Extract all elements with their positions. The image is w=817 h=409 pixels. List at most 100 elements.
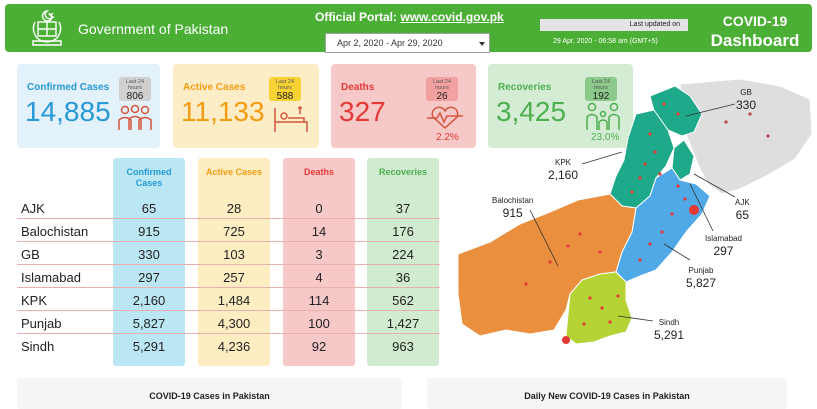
region-name: Punjab (21, 316, 62, 331)
case-dot (676, 184, 680, 188)
card-label: Confirmed Cases (27, 82, 110, 93)
last-updated-label: Last updated on (540, 19, 688, 31)
region-name: AJK (21, 201, 45, 216)
last-24h-value: 26 (436, 91, 448, 102)
map-label-balochistan: Balochistan 915 (492, 194, 533, 220)
deaths-column-bg (283, 158, 355, 366)
recovery-rate: 23.0% (591, 132, 620, 143)
map-label-name: Sindh (658, 318, 680, 327)
map-label-ajk: AJK 65 (735, 196, 750, 222)
last-24h-label: Last 24 hours (125, 79, 145, 91)
table-row: KPK 2,160 1,484 114 562 (17, 288, 440, 311)
portal-link[interactable]: www.covid.gov.pk (400, 10, 504, 24)
case-dot (660, 230, 664, 234)
pakistan-map-svg (457, 78, 813, 345)
map-label-gb: GB 330 (736, 86, 756, 112)
active-cell: 4,236 (217, 339, 251, 354)
card-label: Recoveries (498, 82, 552, 93)
column-header-recoveries: Recoveries (378, 167, 428, 177)
active-cell: 4,300 (217, 316, 251, 331)
map-label-name: AJK (735, 198, 750, 207)
map-label-name: KPK (555, 158, 572, 167)
map-label-value: 65 (735, 208, 750, 222)
case-dot (582, 322, 586, 326)
family-icon (586, 102, 620, 130)
case-dot (524, 282, 528, 286)
dashboard-title-line2: Dashboard (710, 31, 800, 50)
map-label-name: Islamabad (705, 234, 742, 243)
death-rate: 2.2% (436, 132, 459, 143)
region-name: Sindh (21, 339, 55, 354)
active-cell: 28 (226, 201, 242, 216)
region-name: Balochistan (21, 224, 89, 239)
cases-chart-panel-title: COVID-19 Cases in Pakistan (17, 378, 402, 409)
case-dot (588, 296, 592, 300)
case-dot (766, 134, 770, 138)
active-column-bg (198, 158, 270, 366)
case-dot (643, 162, 647, 166)
deaths-cell: 114 (308, 293, 330, 308)
table-row: Sindh 5,291 4,236 92 963 (17, 334, 440, 357)
last-24h-badge: Last 24 hours 26 (426, 77, 458, 102)
region-name: Islamabad (21, 270, 81, 285)
confirmed-cell: 2,160 (132, 293, 166, 308)
active-cell: 257 (223, 270, 245, 285)
pakistan-map[interactable]: GB 330 KPK 2,160 AJK 65 Islamabad 297 Ba… (450, 74, 815, 364)
government-title: Government of Pakistan (78, 21, 229, 37)
chevron-down-icon (479, 42, 485, 46)
map-label-islamabad: Islamabad 297 (705, 232, 742, 258)
state-emblem-icon (32, 10, 62, 46)
case-dot (616, 294, 620, 298)
official-portal: Official Portal: www.covid.gov.pk (315, 10, 504, 24)
case-dot (683, 197, 687, 201)
case-dot (724, 120, 728, 124)
deaths-cell: 4 (315, 270, 323, 285)
recoveries-cell: 562 (392, 293, 414, 308)
last-24h-badge: Last 24 hours 806 (119, 77, 151, 102)
map-label-value: 2,160 (548, 168, 579, 182)
case-dot (648, 132, 652, 136)
deaths-cell: 14 (311, 224, 327, 239)
last-24h-label: Last 24 hours (275, 79, 295, 91)
confirmed-cell: 5,827 (132, 316, 166, 331)
daily-cases-chart-panel-title: Daily New COVID-19 Cases in Pakistan (427, 378, 787, 409)
deaths-cell: 3 (315, 247, 323, 262)
card-value: 14,885 (25, 96, 111, 127)
heartbeat-icon (427, 106, 463, 130)
recoveries-card: Recoveries 3,425 Last 24 hours 192 23.0% (488, 64, 633, 148)
recoveries-cell: 37 (395, 201, 411, 216)
map-label-sindh: Sindh 5,291 (654, 316, 684, 342)
recoveries-cell: 1,427 (386, 316, 420, 331)
column-header-confirmed: Confirmed Cases (126, 167, 172, 188)
case-dot (653, 150, 657, 154)
region-name: GB (21, 247, 40, 262)
case-dot (748, 112, 752, 116)
region-name: KPK (21, 293, 48, 308)
case-dot (670, 212, 674, 216)
active-cell: 1,484 (217, 293, 251, 308)
last-24h-value: 806 (126, 91, 144, 102)
map-label-name: Punjab (688, 266, 714, 275)
portal-label: Official Portal: (315, 10, 398, 24)
recoveries-cell: 36 (395, 270, 411, 285)
last-24h-value: 588 (276, 91, 294, 102)
case-dot (566, 244, 570, 248)
table-row: GB 330 103 3 224 (17, 242, 440, 265)
last-24h-badge: Last 24 hours 588 (269, 77, 301, 102)
recoveries-cell: 176 (392, 224, 414, 239)
confirmed-cell: 297 (138, 270, 160, 285)
table-row: Balochistan 915 725 14 176 (17, 219, 440, 242)
case-dot (676, 112, 680, 116)
map-label-value: 297 (713, 244, 734, 258)
hospital-bed-icon (274, 106, 308, 132)
active-cell: 725 (223, 224, 245, 239)
last-24h-label: Last 24 hours (591, 79, 611, 91)
recoveries-cell: 963 (392, 339, 414, 354)
date-range-select[interactable]: Apr 2, 2020 - Apr 29, 2020 (325, 33, 490, 53)
case-dot (598, 250, 602, 254)
confirmed-cell: 330 (138, 247, 160, 262)
last-updated-value: 29 Apr, 2020 - 06:58 am (GMT+5) (553, 38, 658, 45)
deaths-cell: 0 (315, 201, 323, 216)
table-row: AJK 65 28 0 37 (17, 196, 440, 219)
card-value: 327 (339, 96, 386, 127)
